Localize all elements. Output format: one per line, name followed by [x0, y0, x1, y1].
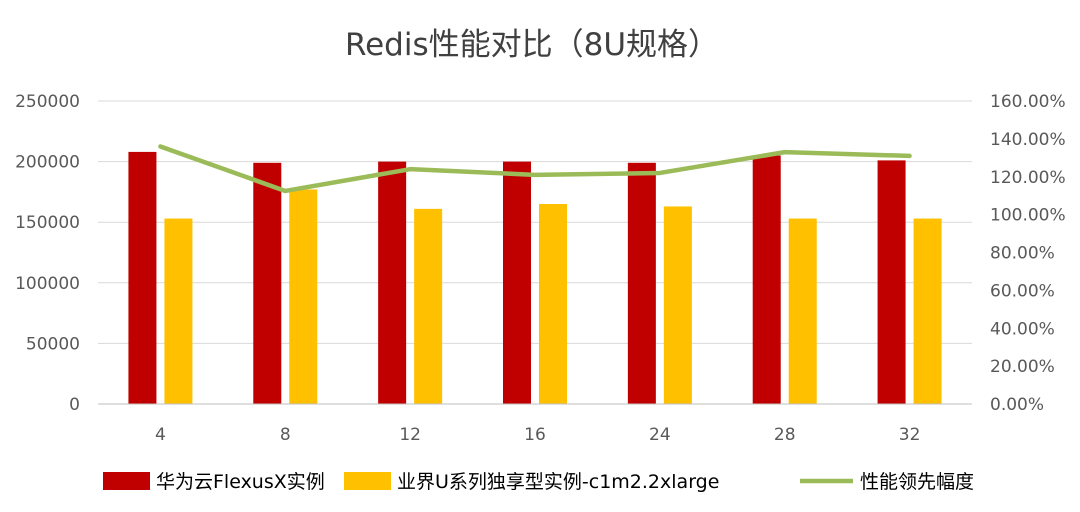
bar-u-series — [414, 208, 443, 404]
legend-swatch — [103, 472, 150, 490]
x-tick-label: 24 — [649, 425, 671, 445]
bar-flexusx — [253, 162, 282, 404]
bar-u-series — [539, 204, 567, 404]
legend-swatch — [344, 472, 391, 490]
y-right-tick-label: 60.00% — [990, 281, 1055, 301]
axes: 0 50000 100000 150000 200000 250000 0.00% 20.00… — [15, 92, 1066, 445]
bar-u-series — [788, 218, 817, 404]
bar-u-series — [663, 206, 692, 404]
bar-u-series — [289, 189, 318, 404]
bar-flexusx — [752, 155, 781, 404]
bars — [128, 151, 942, 404]
x-tick-label: 32 — [899, 425, 921, 445]
y-left-tick-label: 0 — [69, 395, 80, 415]
y-left-tick-label: 100000 — [15, 274, 80, 294]
bar-flexusx — [877, 160, 906, 404]
y-left-tick-label: 250000 — [15, 92, 80, 112]
x-tick-label: 28 — [774, 425, 796, 445]
legend-label: 性能领先幅度 — [860, 471, 974, 493]
x-tick-label: 16 — [524, 425, 546, 445]
gridlines — [98, 100, 972, 344]
y-right-tick-label: 40.00% — [990, 319, 1055, 339]
y-left-tick-label: 50000 — [26, 334, 80, 354]
bar-flexusx — [503, 161, 531, 404]
bar-flexusx — [627, 162, 656, 404]
bar-u-series — [913, 218, 942, 404]
bar-flexusx — [128, 151, 157, 404]
y-right-tick-label: 20.00% — [990, 357, 1055, 377]
chart-title: Redis性能对比（8U规格） — [345, 27, 719, 63]
x-tick-label: 8 — [280, 425, 291, 445]
y-right-tick-label: 0.00% — [990, 395, 1044, 415]
y-right-tick-label: 160.00% — [990, 92, 1066, 112]
x-tick-label: 12 — [399, 425, 421, 445]
bar-flexusx — [378, 161, 407, 404]
y-left-tick-label: 150000 — [15, 213, 80, 233]
bar-u-series — [164, 218, 193, 404]
y-right-tick-label: 100.00% — [990, 206, 1066, 226]
line-series — [158, 144, 912, 194]
y-left-tick-label: 200000 — [15, 153, 80, 173]
legend-label: 业界U系列独享型实例-c1m2.2xlarge — [397, 471, 719, 493]
y-right-tick-label: 120.00% — [990, 168, 1066, 188]
legend-label: 华为云FlexusX实例 — [156, 471, 325, 493]
x-tick-label: 4 — [155, 425, 166, 445]
y-right-tick-label: 80.00% — [990, 244, 1055, 264]
y-right-tick-label: 140.00% — [990, 130, 1066, 150]
legend: 华为云FlexusX实例 业界U系列独享型实例-c1m2.2xlarge 性能领先幅… — [103, 471, 974, 493]
